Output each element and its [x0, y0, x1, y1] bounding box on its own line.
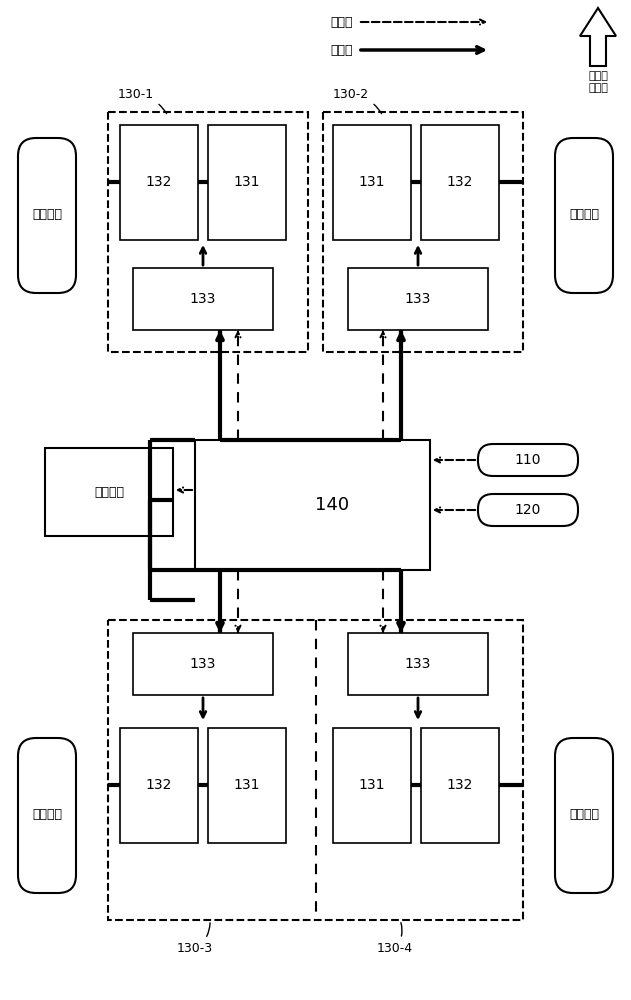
Text: 左后车轮: 左后车轮 [32, 808, 62, 822]
Bar [45, 448, 173, 536]
Text: 右后车轮: 右后车轮 [569, 808, 599, 822]
Bar [208, 728, 286, 843]
Bar [195, 440, 430, 570]
Bar [120, 125, 198, 240]
FancyBboxPatch shape [555, 138, 613, 293]
Bar [333, 728, 411, 843]
Text: 133: 133 [190, 657, 216, 671]
Bar [421, 728, 499, 843]
Text: 130-2: 130-2 [333, 88, 382, 114]
Bar [348, 633, 488, 695]
Text: 信号线: 信号线 [331, 15, 353, 28]
FancyBboxPatch shape [18, 138, 76, 293]
Bar [421, 125, 499, 240]
Text: 电流线: 电流线 [331, 43, 353, 56]
Text: 131: 131 [359, 778, 386, 792]
FancyBboxPatch shape [555, 738, 613, 893]
Bar [333, 125, 411, 240]
Text: 133: 133 [405, 292, 431, 306]
Text: 131: 131 [233, 778, 260, 792]
Text: 120: 120 [515, 503, 541, 517]
Bar [133, 268, 273, 330]
Text: 110: 110 [515, 453, 541, 467]
FancyBboxPatch shape [18, 738, 76, 893]
Text: 130-1: 130-1 [118, 88, 167, 114]
Text: 132: 132 [146, 778, 172, 792]
Text: 132: 132 [447, 778, 473, 792]
Text: 131: 131 [359, 175, 386, 189]
Text: 130-4: 130-4 [377, 923, 413, 954]
Bar [108, 112, 308, 352]
Polygon shape [580, 8, 616, 66]
Bar [208, 125, 286, 240]
Bar [120, 728, 198, 843]
Text: 132: 132 [447, 175, 473, 189]
Text: 130-3: 130-3 [177, 923, 213, 954]
Text: 左前车轮: 左前车轮 [32, 209, 62, 222]
Text: 133: 133 [190, 292, 216, 306]
Text: 140: 140 [316, 496, 350, 514]
FancyBboxPatch shape [478, 494, 578, 526]
Text: 131: 131 [233, 175, 260, 189]
Text: 动力电池: 动力电池 [94, 486, 124, 498]
Text: 133: 133 [405, 657, 431, 671]
Bar [323, 112, 523, 352]
Bar [348, 268, 488, 330]
Text: 右前车轮: 右前车轮 [569, 209, 599, 222]
Bar [133, 633, 273, 695]
Text: 132: 132 [146, 175, 172, 189]
Bar [108, 620, 523, 920]
FancyBboxPatch shape [478, 444, 578, 476]
Text: 汽车行
驶方向: 汽车行 驶方向 [588, 71, 608, 93]
